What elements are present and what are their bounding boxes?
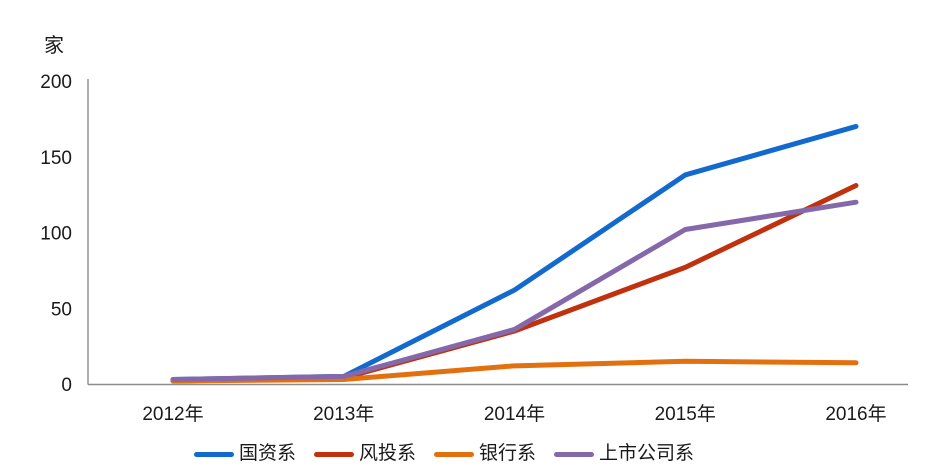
legend-item: 国资系 <box>193 443 296 466</box>
legend-label: 国资系 <box>238 443 296 464</box>
chart-legend: 国资系 风投系 银行系 上市公司系 <box>0 443 909 466</box>
legend-swatch-line <box>313 451 354 457</box>
legend-item: 上市公司系 <box>554 443 694 466</box>
x-tick-label: 2014年 <box>484 403 545 425</box>
y-axis-unit-label: 家 <box>44 35 64 57</box>
legend-swatch-line <box>434 451 474 457</box>
x-tick-label: 2012年 <box>142 403 203 425</box>
legend-item: 风投系 <box>313 443 416 466</box>
y-tick-label: 150 <box>40 148 72 169</box>
series-line-2 <box>170 358 859 384</box>
y-tick-label: 200 <box>40 72 72 93</box>
legend-item: 银行系 <box>434 443 536 466</box>
series-line-3 <box>170 199 859 382</box>
legend-label: 银行系 <box>479 443 537 464</box>
y-tick-label: 100 <box>40 224 72 245</box>
x-tick-label: 2016年 <box>825 403 886 425</box>
legend-swatch-line <box>554 451 595 457</box>
legend-label: 上市公司系 <box>599 443 695 464</box>
x-tick-label: 2013年 <box>313 403 374 425</box>
legend-label: 风投系 <box>358 443 416 464</box>
series-line-1 <box>170 183 859 384</box>
legend-swatch-line <box>193 451 234 457</box>
y-tick-label: 0 <box>61 375 72 396</box>
y-tick-label: 50 <box>51 299 72 320</box>
series-line-0 <box>170 123 859 382</box>
x-tick-label: 2015年 <box>655 403 716 425</box>
